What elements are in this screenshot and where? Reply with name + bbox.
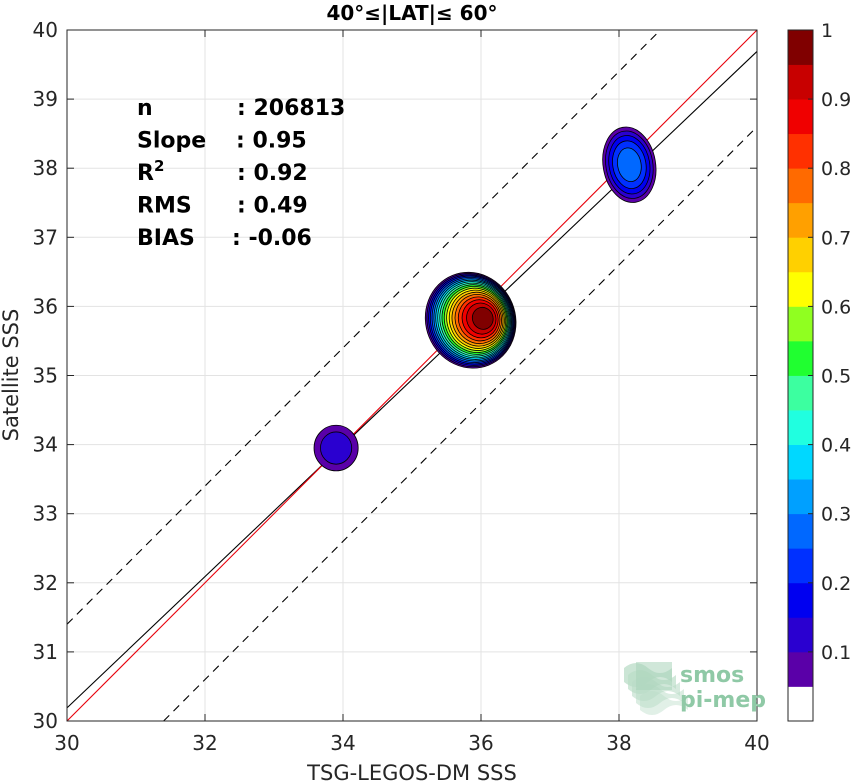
colorbar-tick-label: 0.9: [821, 89, 851, 111]
logo-block: [636, 662, 672, 690]
colorbar-tick-label: 0.5: [821, 366, 851, 388]
colorbar-segment: [788, 202, 813, 238]
stat-label: Slope: [137, 129, 206, 154]
stat-value: : 0.49: [237, 194, 308, 219]
y-tick-label: 36: [33, 294, 58, 318]
stat-label-text: R: [137, 161, 154, 186]
y-tick-label: 38: [33, 156, 58, 180]
stat-label: RMS: [137, 194, 192, 219]
x-tick-label: 30: [54, 731, 79, 755]
colorbar: 0.1 0.2 0.3 0.4 0.5 0.6 0.7 0.8 0.9 1: [787, 20, 851, 722]
colorbar-segment: [788, 306, 813, 342]
stat-label: n: [137, 96, 153, 121]
colorbar-segment: [788, 271, 813, 307]
chart-title: 40°≤|LAT|≤ 60°: [326, 1, 497, 25]
colorbar-segment: [788, 410, 813, 445]
logo-wave: [640, 691, 688, 715]
contour-level: [471, 306, 494, 330]
x-axis-label: TSG-LEGOS-DM SSS: [306, 761, 517, 784]
y-tick-label: 35: [33, 364, 58, 388]
density-cluster: [602, 126, 657, 203]
stat-label: R2: [137, 157, 164, 186]
colorbar-tick-label: 0.4: [821, 435, 851, 457]
colorbar-segment: [788, 513, 813, 549]
y-tick-label: 40: [33, 18, 58, 42]
stat-value: : 206813: [237, 96, 345, 121]
x-tick-label: 34: [330, 731, 355, 755]
colorbar-tick-label: 0.3: [821, 504, 851, 526]
contour-level: [320, 431, 353, 465]
y-axis: 30 31 32 33 34 35 36 37 38 39 40: [33, 18, 757, 733]
stat-value: : 0.92: [237, 161, 308, 186]
upper-bound-line: [66, 29, 661, 625]
x-tick-label: 40: [744, 731, 769, 755]
colorbar-tick-label: 0.6: [821, 296, 851, 318]
colorbar-segment: [788, 340, 813, 376]
stat-label-text: n: [137, 96, 153, 121]
x-axis: 30 32 34 36 38 40: [54, 30, 770, 755]
colorbar-segment: [788, 582, 813, 618]
colorbar-segment: [788, 64, 813, 100]
stat-label-text: BIAS: [137, 226, 195, 251]
colorbar-segment: [788, 30, 813, 65]
y-tick-label: 30: [33, 709, 58, 733]
colorbar-segment: [788, 375, 813, 411]
logo-text: pi-mep: [680, 688, 766, 713]
colorbar-segment: [788, 548, 813, 584]
stat-label-superscript: 2: [154, 157, 164, 175]
y-tick-label: 37: [33, 225, 58, 249]
colorbar-segment: [788, 686, 813, 722]
stat-label-text: Slope: [137, 129, 206, 154]
colorbar-tick-label: 0.7: [821, 227, 851, 249]
colorbar-segment: [788, 237, 813, 273]
colorbar-tick-label: 1: [821, 20, 833, 42]
colorbar-tick-label: 0.8: [821, 158, 851, 180]
y-tick-label: 32: [33, 571, 58, 595]
x-tick-label: 38: [606, 731, 631, 755]
colorbar-segment: [788, 479, 813, 515]
density-cluster: [424, 271, 517, 369]
y-tick-label: 33: [33, 502, 58, 526]
y-tick-label: 39: [33, 87, 58, 111]
density-cluster: [313, 424, 359, 472]
y-tick-label: 31: [33, 640, 58, 664]
colorbar-tick-label: 0.2: [821, 573, 851, 595]
colorbar-segment: [788, 617, 813, 653]
colorbar-segment: [788, 133, 813, 169]
stat-label-text: RMS: [137, 194, 192, 219]
stat-value: : 0.95: [236, 129, 307, 154]
x-tick-label: 32: [192, 731, 217, 755]
colorbar-segment: [788, 651, 813, 687]
stat-value: : -0.06: [232, 226, 312, 251]
stats-annotation: n : 206813 Slope : 0.95 R2 : 0.92 RMS : 0.49 BIA…: [137, 96, 345, 251]
stat-label: BIAS: [137, 226, 195, 251]
density-contours: [313, 126, 657, 472]
y-tick-label: 34: [33, 433, 58, 457]
y-axis-label: Satellite SSS: [0, 309, 23, 442]
contour-level: [617, 147, 642, 183]
logo-text: smos: [680, 663, 744, 688]
colorbar-tick-label: 0.1: [821, 642, 851, 664]
x-tick-label: 36: [468, 731, 493, 755]
colorbar-segment: [788, 99, 813, 135]
colorbar-segment: [788, 444, 813, 480]
colorbar-segment: [788, 168, 813, 204]
